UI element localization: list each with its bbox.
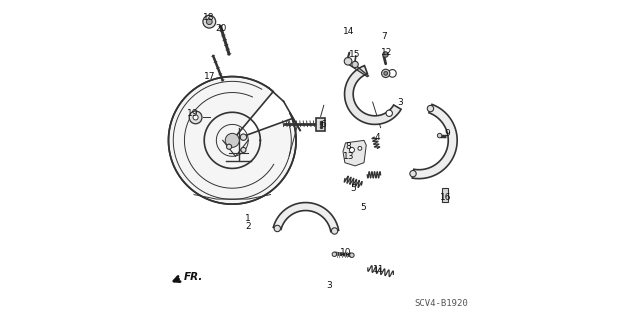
Text: 10: 10 xyxy=(340,248,352,256)
Circle shape xyxy=(193,115,198,120)
Circle shape xyxy=(344,57,352,65)
Text: 17: 17 xyxy=(204,72,216,81)
Polygon shape xyxy=(412,104,457,179)
Text: 14: 14 xyxy=(343,27,355,36)
Circle shape xyxy=(203,15,216,28)
Circle shape xyxy=(349,147,355,152)
Text: 6: 6 xyxy=(320,120,326,129)
Circle shape xyxy=(388,70,396,77)
Text: 15: 15 xyxy=(349,50,360,59)
Circle shape xyxy=(240,134,246,140)
Text: 8: 8 xyxy=(346,142,351,151)
Circle shape xyxy=(349,253,354,257)
Circle shape xyxy=(332,252,337,256)
Text: SCV4-B1920: SCV4-B1920 xyxy=(415,299,468,308)
Polygon shape xyxy=(168,77,296,204)
Text: 7: 7 xyxy=(381,32,387,41)
Circle shape xyxy=(437,133,442,138)
Text: 5: 5 xyxy=(360,203,366,212)
Text: 12: 12 xyxy=(381,48,392,57)
Text: 19: 19 xyxy=(187,109,198,118)
Text: 1: 1 xyxy=(245,214,251,223)
Circle shape xyxy=(381,69,390,78)
Circle shape xyxy=(189,111,202,124)
Bar xyxy=(442,188,448,202)
Circle shape xyxy=(428,105,434,112)
Text: FR.: FR. xyxy=(184,272,203,282)
Circle shape xyxy=(384,71,388,75)
Text: 5: 5 xyxy=(351,184,356,193)
Text: 20: 20 xyxy=(216,24,227,33)
Text: 9: 9 xyxy=(445,130,451,138)
Text: 4: 4 xyxy=(374,133,380,142)
Polygon shape xyxy=(273,203,339,232)
Circle shape xyxy=(227,144,232,149)
Text: 3: 3 xyxy=(326,281,332,290)
Circle shape xyxy=(358,146,362,150)
Circle shape xyxy=(386,110,392,116)
Text: 13: 13 xyxy=(343,152,355,161)
Circle shape xyxy=(207,19,212,25)
Circle shape xyxy=(410,170,416,177)
Text: 16: 16 xyxy=(440,193,452,202)
Polygon shape xyxy=(343,140,366,166)
Circle shape xyxy=(241,147,246,152)
Text: 18: 18 xyxy=(203,13,214,22)
Circle shape xyxy=(225,133,239,147)
Text: 11: 11 xyxy=(373,265,385,274)
Circle shape xyxy=(352,61,358,68)
Circle shape xyxy=(274,225,280,232)
Text: 3: 3 xyxy=(397,98,403,107)
Text: 2: 2 xyxy=(245,222,251,231)
Polygon shape xyxy=(344,66,401,124)
Bar xyxy=(316,118,325,131)
Circle shape xyxy=(332,228,338,234)
